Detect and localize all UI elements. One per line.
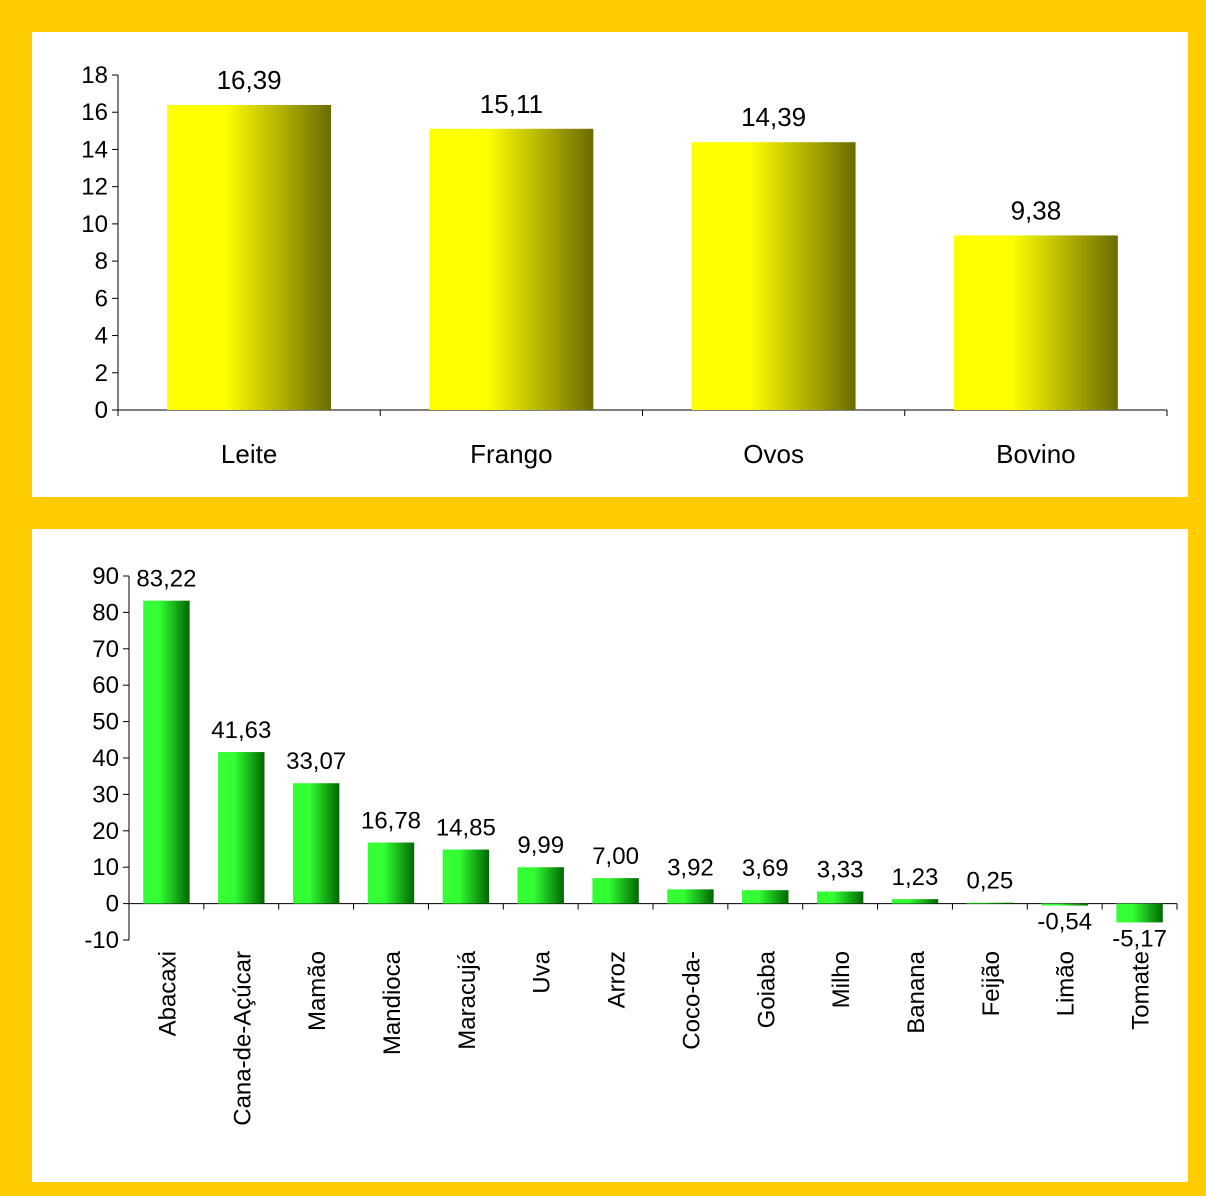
top-chart-panel: 0 2 4 6 8 10 12 14 16 18 16,39 Leite 15,11 Frango 14,3… [32, 32, 1188, 497]
category-label: Mandioca [379, 950, 406, 1055]
y-tick-label: 18 [81, 62, 108, 89]
y-tick-label: 16 [81, 99, 108, 126]
data-label: 14,39 [741, 102, 806, 132]
data-label: 1,23 [892, 864, 939, 891]
y-tick-label: 0 [106, 891, 119, 918]
category-label: Cana-de-Açúcar [229, 951, 256, 1126]
category-label: Arroz [604, 951, 631, 1008]
y-tick-label: 12 [81, 174, 108, 201]
bar-banana [891, 899, 939, 904]
y-tick-label: 30 [92, 781, 119, 808]
data-label: 14,85 [436, 815, 496, 842]
data-label: 16,39 [217, 65, 282, 95]
data-label: -0,54 [1037, 909, 1092, 936]
y-tick-label: 80 [92, 599, 119, 626]
bar-maracujá [442, 849, 490, 904]
bar-cana-de-açúcar [218, 752, 265, 904]
y-tick-label: 14 [81, 136, 108, 163]
category-label: Ovos [743, 439, 804, 469]
bar-mandioca [367, 842, 415, 904]
y-tick-label: 2 [95, 360, 108, 387]
bar-frango [429, 128, 594, 410]
bar-arroz [592, 878, 639, 904]
bar-coco-da- [667, 889, 714, 904]
data-label: 3,69 [742, 855, 789, 882]
category-label: Uva [529, 950, 556, 993]
category-label: Limão [1053, 951, 1080, 1016]
y-tick-label: 20 [92, 818, 119, 845]
bar-milho [816, 891, 864, 904]
y-tick-label: 8 [95, 248, 108, 275]
category-label: Bovino [996, 439, 1076, 469]
data-label: 3,92 [667, 854, 714, 881]
data-label: -5,17 [1112, 925, 1167, 952]
bar-leite [167, 104, 332, 410]
bar-goiaba [742, 890, 789, 904]
bar-tomate [1116, 903, 1163, 923]
livestock-bar-chart: 0 2 4 6 8 10 12 14 16 18 16,39 Leite 15,11 Frango 14,3… [81, 62, 1168, 469]
crops-bar-chart: -10 0 10 20 30 40 50 60 70 80 90 83,22 Abacaxi 41,63 C… [84, 563, 1178, 1126]
category-label: Abacaxi [154, 951, 181, 1036]
category-label: Coco-da- [678, 951, 705, 1050]
y-tick-label: 6 [95, 285, 108, 312]
y-tick-label: 60 [92, 672, 119, 699]
y-tick-label: 90 [92, 563, 119, 590]
category-label: Milho [828, 951, 855, 1008]
bar-bovino [953, 235, 1118, 410]
bar-limão [1041, 903, 1088, 906]
bar-uva [517, 867, 564, 904]
category-label: Frango [470, 439, 552, 469]
category-label: Mamão [304, 951, 331, 1031]
data-label: 16,78 [361, 808, 421, 835]
y-tick-label: 10 [81, 211, 108, 238]
category-label: Leite [221, 439, 277, 469]
data-label: 83,22 [136, 566, 196, 593]
data-label: 9,38 [1011, 195, 1062, 225]
data-label: 33,07 [286, 748, 346, 775]
bar-feijão [966, 902, 1014, 904]
bottom-chart-panel: -10 0 10 20 30 40 50 60 70 80 90 83,22 Abacaxi 41,63 C… [32, 529, 1188, 1182]
y-tick-label: 10 [92, 854, 119, 881]
category-label: Banana [903, 950, 930, 1033]
category-label: Goiaba [753, 950, 780, 1028]
y-tick-label: 4 [95, 323, 108, 350]
y-tick-label: 50 [92, 709, 119, 736]
data-label: 41,63 [211, 717, 271, 744]
data-label: 0,25 [966, 868, 1013, 895]
data-label: 15,11 [480, 89, 543, 119]
bar-mamão [292, 783, 340, 904]
bar-abacaxi [143, 600, 190, 904]
category-label: Maracujá [454, 950, 481, 1049]
y-tick-label: 0 [95, 397, 108, 424]
category-label: Feijão [978, 951, 1005, 1016]
data-label: 3,33 [817, 856, 864, 883]
category-label: Tomate [1128, 951, 1155, 1030]
data-label: 7,00 [592, 843, 639, 870]
data-label: 9,99 [517, 832, 564, 859]
bar-ovos [691, 142, 856, 411]
y-tick-label: -10 [84, 927, 119, 954]
y-tick-label: 40 [92, 745, 119, 772]
y-tick-label: 70 [92, 636, 119, 663]
